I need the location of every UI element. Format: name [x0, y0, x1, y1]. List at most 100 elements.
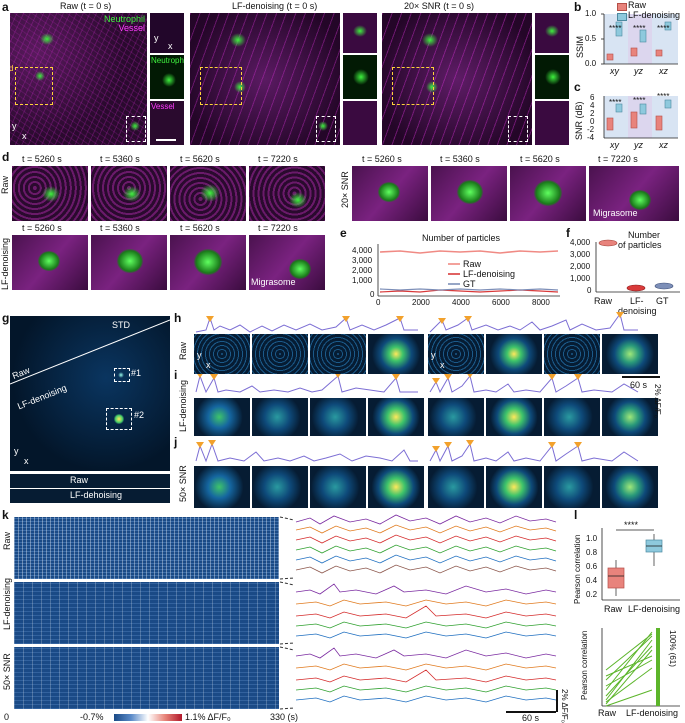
- k-colorbar: [114, 714, 182, 721]
- f-ytick-2000: 2,000: [570, 262, 591, 271]
- e-ytick-1000: 1,000: [352, 276, 373, 285]
- panel-i-label: i: [174, 368, 178, 382]
- i-img-1: [194, 398, 250, 436]
- snr-inset-2: [535, 55, 569, 99]
- d-snr-time-1: t = 5260 s: [362, 154, 402, 164]
- panel-l-label: l: [574, 508, 578, 522]
- d-snr-time-4: t = 7220 s: [598, 154, 638, 164]
- axis-x-inset: x: [168, 41, 173, 51]
- l-ylabel-bottom: Pearson correlation: [580, 630, 589, 700]
- i-img-3: [310, 398, 366, 436]
- l-ylabel-top: Pearson correlation: [573, 534, 582, 604]
- h-axis-x: x: [206, 360, 211, 370]
- d-snr-time-3: t = 5620 s: [520, 154, 560, 164]
- snr-inset-3: [535, 101, 569, 145]
- h-img-4: [368, 334, 424, 374]
- c-ytick-m4: -4: [587, 133, 595, 142]
- d-lf-time-3: t = 5620 s: [180, 223, 220, 233]
- g-xz-lf: LF-dehoising: [10, 489, 170, 503]
- l-xlabel-raw: Raw: [604, 604, 623, 614]
- axis-x-label: x: [22, 131, 27, 141]
- panel-c-label: c: [574, 80, 581, 94]
- h-img-2: [252, 334, 308, 374]
- i-img-7: [544, 398, 600, 436]
- d-raw-2: [91, 166, 167, 221]
- lf-overview-image: [190, 13, 340, 145]
- c-group-xz: xz: [659, 140, 668, 150]
- l-xlabel-raw-b: Raw: [598, 708, 617, 718]
- c-group-yz: yz: [634, 140, 643, 150]
- legend-raw-label: Raw: [628, 0, 647, 10]
- c-sig-1: ****: [609, 98, 622, 107]
- d-lf-time-4: t = 7220 s: [258, 223, 298, 233]
- snr-overview-image: [382, 13, 532, 145]
- l-ytick-06: 0.6: [586, 562, 598, 571]
- b-ytick-05: 0.5: [585, 34, 597, 43]
- j-img-8: [602, 466, 658, 508]
- raw-inset-vessel: Vessel: [150, 101, 184, 145]
- hij-time-label: 60 s: [630, 380, 648, 390]
- roi-d-label: d: [10, 64, 14, 73]
- inset-vessel-label: Vessel: [151, 102, 175, 111]
- d-lf-time-2: t = 5360 s: [100, 223, 140, 233]
- g-std-label: STD: [112, 320, 130, 330]
- panel-k-label: k: [2, 508, 9, 522]
- f-title-1: Number: [628, 230, 661, 240]
- hij-time-bar: [622, 376, 660, 378]
- f-xlabel-gt: GT: [656, 296, 669, 306]
- e-ytick-0: 0: [370, 290, 375, 299]
- l-ytick-04: 0.4: [586, 576, 598, 585]
- d-snr-migrasome: Migrasome: [593, 208, 638, 218]
- k-cbar-min: -0.7%: [80, 712, 104, 722]
- j-img-7: [544, 466, 600, 508]
- l-sig: ****: [624, 520, 639, 530]
- e-title: Number of particles: [422, 233, 501, 243]
- panel-a-label: a: [2, 0, 9, 14]
- g-xz-raw-label: Raw: [70, 475, 89, 485]
- panel-f-chart: [595, 239, 680, 293]
- d-snr-4: Migrasome: [589, 166, 679, 221]
- d-snr-time-2: t = 5360 s: [440, 154, 480, 164]
- raw-inset-neutrophil: Neutrophil: [150, 55, 184, 99]
- h-axis-x2: x: [440, 360, 445, 370]
- e-xtick-8000: 8000: [532, 298, 550, 307]
- axis-z-inset: y: [154, 33, 159, 43]
- panel-hij-traces: [195, 312, 639, 463]
- d-snr-2: [431, 166, 507, 221]
- d-raw-time-4: t = 7220 s: [258, 154, 298, 164]
- h-axis-y2: y: [431, 350, 436, 360]
- i-img-2: [252, 398, 308, 436]
- d-raw-4: [249, 166, 325, 221]
- panel-a-title-snr: 20× SNR (t = 0 s): [404, 1, 475, 11]
- j-img-4: [368, 466, 424, 508]
- k-heatmap-lf: [14, 582, 279, 644]
- snr-inset-1: [535, 13, 569, 53]
- b-ytick-10: 1.0: [585, 9, 597, 18]
- l-xlabel-lf-b: LF-denoising: [626, 708, 679, 718]
- g-xz-raw: Raw: [10, 474, 170, 488]
- d-lf-1: [12, 235, 88, 290]
- k-scale-time: 60 s: [522, 713, 540, 723]
- l-ytick-02: 0.2: [586, 590, 598, 599]
- g-roi-1: [114, 368, 130, 382]
- c-ytick-6: 6: [590, 93, 595, 102]
- j-img-1: [194, 466, 250, 508]
- d-lf-4: Migrasome: [249, 235, 325, 290]
- f-ytick-4000: 4,000: [570, 238, 591, 247]
- h-img-3: [310, 334, 366, 374]
- f-xlabel-lf2: denoising: [618, 306, 657, 316]
- h-img-6: [486, 334, 542, 374]
- g-std-image: STD Raw LF-denoising #1 #2 y x: [10, 316, 170, 471]
- panel-b-label: b: [574, 0, 582, 14]
- panel-a-title-raw: Raw (t = 0 s): [60, 1, 112, 11]
- panel-bc-chart: [601, 13, 678, 139]
- b-ytick-00: 0.0: [585, 59, 597, 68]
- d-lf-2: [91, 235, 167, 290]
- d-lf-time-1: t = 5260 s: [22, 223, 62, 233]
- d-raw-1: [12, 166, 88, 221]
- g-axis-y: y: [14, 446, 19, 456]
- d-raw-time-1: t = 5260 s: [22, 154, 62, 164]
- f-xlabel-lf1: LF-: [630, 296, 644, 306]
